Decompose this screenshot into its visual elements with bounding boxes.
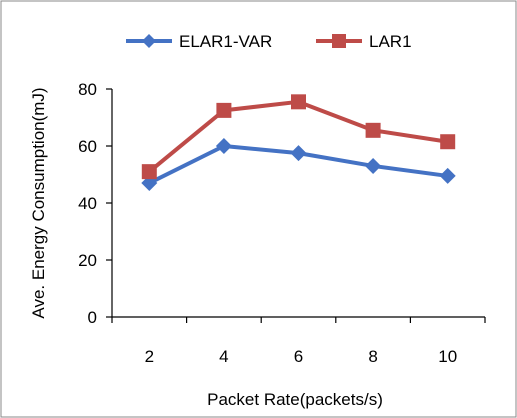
y-tick-label: 20 [78,251,97,270]
data-point-lar1 [141,164,157,180]
data-point-elar1-var [439,167,456,184]
legend-label-elar1-var: ELAR1-VAR [179,32,272,51]
data-point-lar1 [440,134,456,150]
data-point-lar1 [291,94,306,110]
data-point-elar1-var [215,138,232,154]
data-point-elar1-var [365,157,382,174]
y-axis-ticks: 0 20 40 60 80 [78,80,112,327]
y-tick-label: 0 [88,308,97,327]
x-axis-title: Packet Rate(packets/s) [207,390,383,409]
x-tick-label: 6 [294,347,303,366]
x-axis-ticks: 2 4 6 8 10 [111,317,486,366]
y-tick-label: 40 [78,194,97,213]
legend: ELAR1-VAR LAR1 [126,32,412,51]
x-tick-label: 8 [368,347,377,366]
plot-area [141,94,456,192]
legend-item-lar1: LAR1 [316,32,412,51]
data-point-elar1-var [290,145,307,162]
x-tick-label: 4 [219,347,228,366]
data-point-lar1 [365,122,381,138]
y-tick-label: 60 [78,137,97,156]
x-tick-label: 2 [145,347,154,366]
legend-item-elar1-var: ELAR1-VAR [126,32,272,51]
y-axis-title: Ave. Energy Consumption(mJ) [29,87,48,318]
legend-label-lar1: LAR1 [369,32,412,51]
x-tick-label: 10 [438,347,457,366]
data-point-lar1 [216,102,232,118]
y-tick-label: 80 [78,80,97,99]
legend-marker-lar1 [332,34,346,48]
legend-marker-elar1-var [142,34,156,48]
